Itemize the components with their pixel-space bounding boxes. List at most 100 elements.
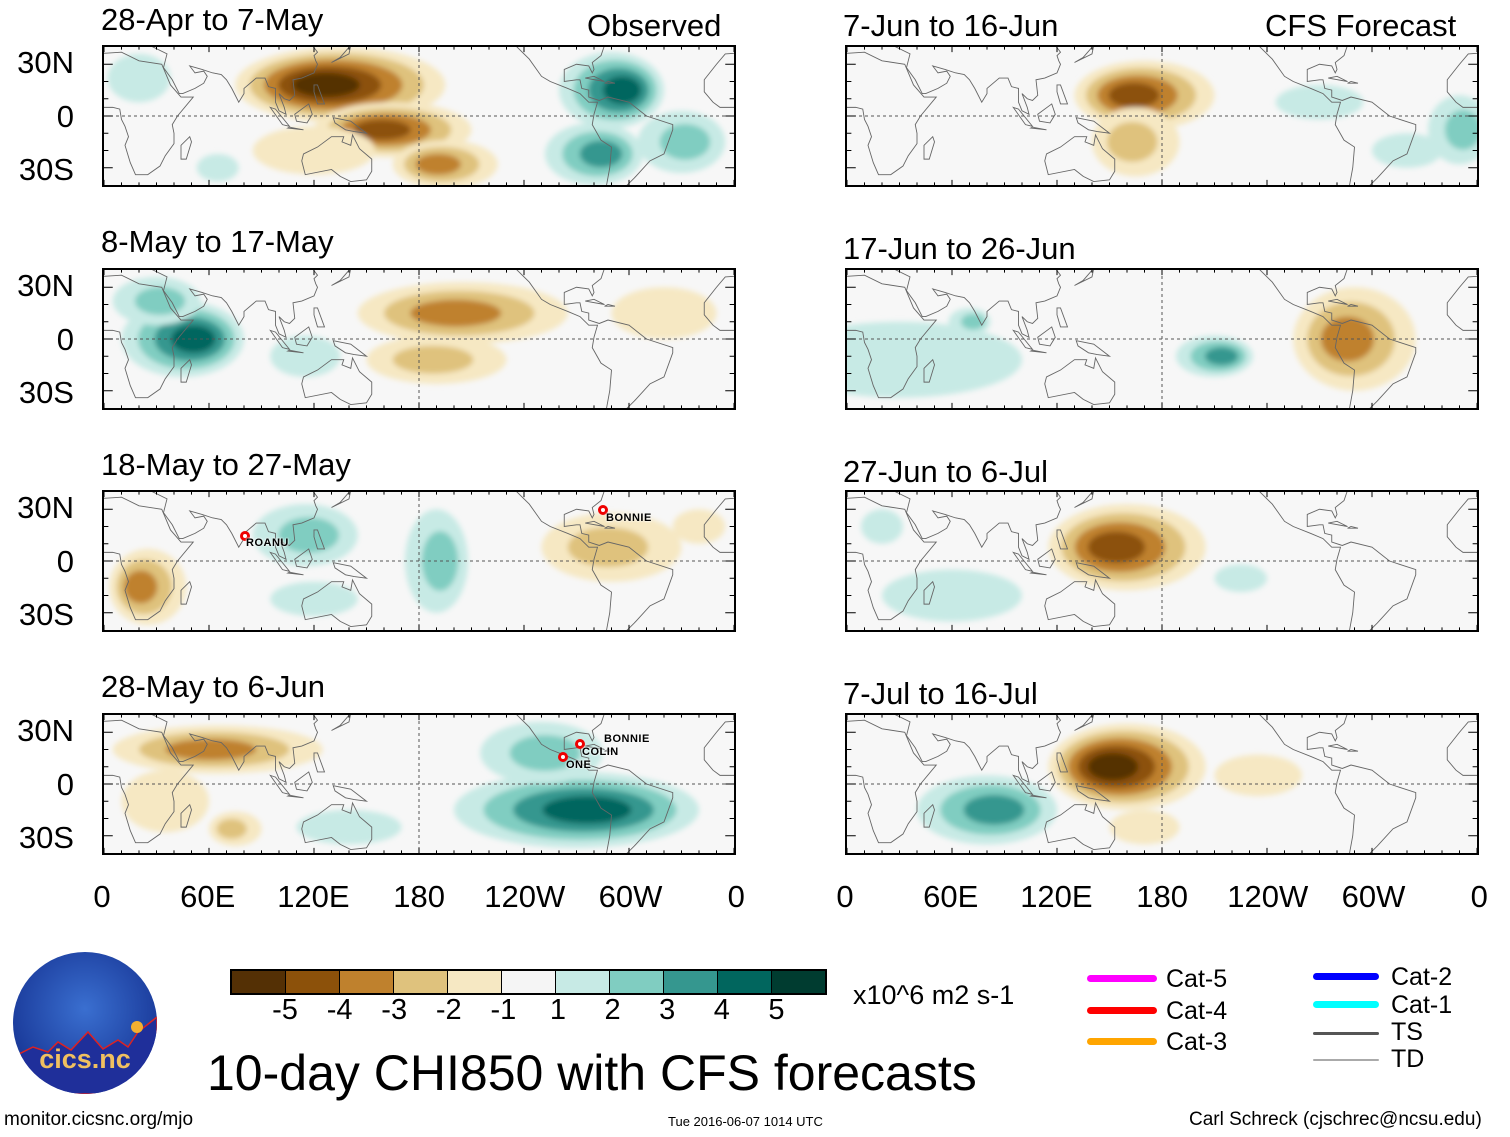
coastline [104,52,193,174]
source-link[interactable]: monitor.cicsnc.org/mjo [4,1109,194,1130]
anomaly-contour [1108,82,1160,108]
anomaly-contour [1107,122,1158,162]
coastline [150,492,318,559]
legend-label: TD [1391,1045,1425,1073]
legend-label: Cat-3 [1166,1028,1228,1056]
coastline [1057,530,1068,549]
coastline [1258,47,1416,185]
anomaly-layer [109,504,726,625]
coastline [847,52,936,174]
anomaly-layer [112,721,699,848]
coastline [181,582,192,604]
coastline [288,350,304,353]
anomaly-contour [171,325,216,353]
coastline [1013,775,1032,794]
lon-tick-label: 0 [93,879,111,914]
coastline [333,118,366,134]
colorbar-swatch [718,971,772,993]
anomaly-contour [196,153,239,182]
anomaly-contour [847,321,1022,398]
coastline [1076,563,1109,579]
coastline [181,360,192,382]
logo-text: cics.nc [39,1044,131,1074]
colorbar-label: -5 [272,994,298,1026]
credit: Carl Schreck (cjschrec@ncsu.edu) [1189,1109,1482,1130]
coastline [1076,786,1109,802]
coastline [1038,772,1056,791]
anomaly-contour [611,287,717,339]
coastline [302,358,372,405]
anomaly-contour [602,76,642,104]
coastline [1045,358,1115,405]
colorbar-swatch [286,971,340,993]
colorbar-swatch [232,971,286,993]
panel-title: 17-Jun to 26-Jun [843,231,1076,266]
coastline [1038,549,1056,568]
coastline [1013,552,1032,571]
map-panel [102,45,736,187]
lat-tick-label: 0 [56,98,74,134]
coastline [270,330,289,349]
coastlines [104,715,734,853]
panel-title: 28-Apr to 7-May [101,2,324,37]
cics-logo: cics.nc [13,952,157,1094]
anomaly-layer [107,47,726,185]
anomaly-contour [415,153,461,175]
coastline [1348,305,1359,307]
coastline [515,270,673,408]
coastlines [847,270,1477,408]
anomaly-contour [1372,133,1442,168]
coastline [515,492,673,630]
coastline [515,715,673,853]
coastline [1013,330,1032,349]
timestamp: Tue 2016-06-07 1014 UTC [668,1114,823,1129]
anomaly-contour [963,794,1025,825]
coastline [270,552,289,571]
anomaly-layer [861,504,1267,622]
colorbar-swatch [556,971,610,993]
coastlines [847,492,1477,630]
forecast-label: CFS Forecast [1265,8,1457,43]
panel-title: 18-May to 27-May [101,447,351,482]
coastline [150,270,318,337]
lon-tick-label: 120E [1020,879,1093,914]
lon-tick-label: 60E [923,879,979,914]
coastlines [104,47,734,185]
map-panel [845,713,1479,855]
map-svg [847,715,1477,853]
panel-title: 27-Jun to 6-Jul [843,454,1049,489]
lat-tick-label: 30N [17,490,74,525]
anomaly-contour [216,818,247,839]
lon-tick-label: 180 [1136,879,1188,914]
anomaly-contour [421,531,459,591]
anomaly-contour [567,527,649,568]
legend-label: Cat-5 [1166,965,1228,993]
anomaly-contour [960,313,986,330]
coastline [1057,753,1068,772]
coastline [333,786,366,802]
coastline [1031,795,1047,798]
coastline [1031,127,1047,130]
coastline [270,775,289,794]
coastline [585,521,604,526]
lon-tick-label: 60E [180,879,236,914]
anomaly-contour [124,570,158,604]
anomaly-contour [861,509,903,544]
anomaly-contour [1275,84,1364,120]
storm-label-roanu: ROANU [246,537,289,549]
coastline [1045,135,1115,182]
coastline [924,582,935,604]
legend-line-cat-1 [1313,1001,1379,1008]
coastline [150,715,318,782]
coastline [288,127,304,130]
coastline [1075,270,1094,286]
coastline [1447,275,1477,397]
colorbar-swatch [502,971,556,993]
coastline [605,527,616,529]
coastline [1057,85,1068,104]
map-panel [102,268,736,410]
storm-icon [558,752,568,762]
lat-tick-label: 0 [56,766,74,802]
coastline [1258,270,1416,408]
map-panel [102,713,736,855]
